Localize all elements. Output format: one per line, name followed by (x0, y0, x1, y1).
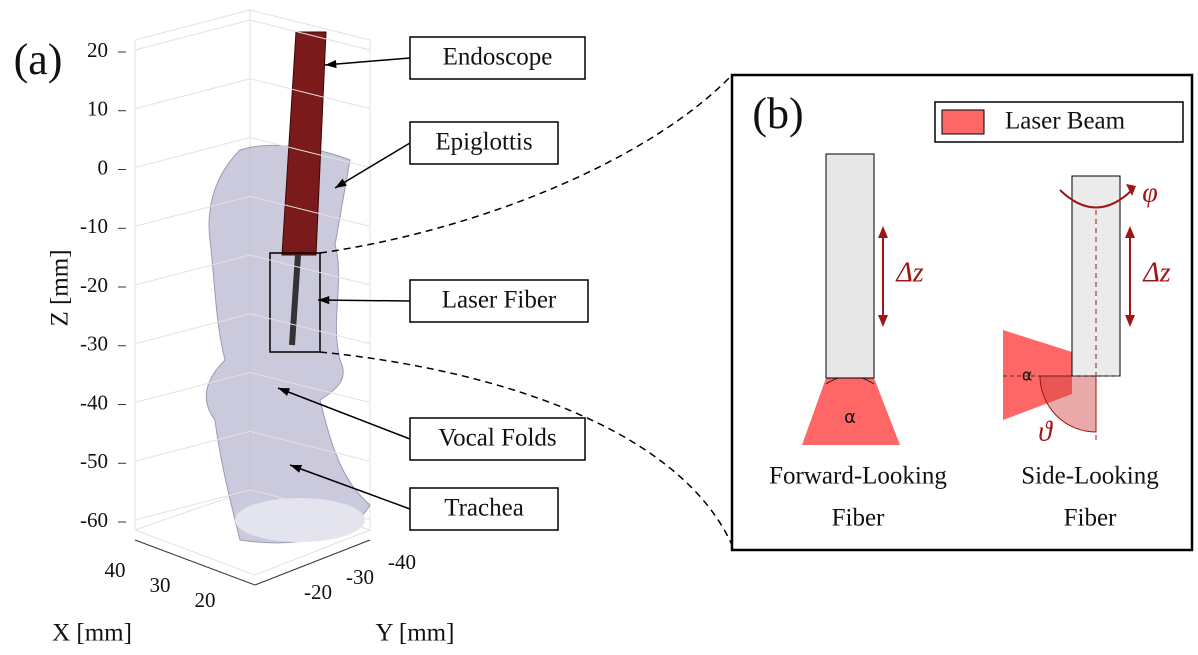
x-tick-label: 30 (150, 573, 171, 597)
z-axis-label: Z [mm] (47, 249, 74, 326)
caption: Fiber (832, 505, 885, 532)
annotation-label: Laser Fiber (442, 287, 557, 314)
rotation-label: φ (1142, 177, 1158, 208)
z-tick-label: -40 (80, 390, 108, 414)
shift-label: Δz (895, 257, 923, 288)
panel-label: (a) (14, 35, 63, 84)
caption: Forward-Looking (769, 463, 947, 490)
y-tick-label: -20 (304, 580, 332, 604)
z-tick-label: -10 (80, 214, 108, 238)
annotation-label: Epiglottis (435, 129, 532, 156)
annotation-label: Vocal Folds (438, 425, 556, 452)
trachea-opening (235, 498, 365, 542)
shift-label: Δz (1142, 257, 1170, 288)
z-tick-label: 20 (87, 38, 108, 62)
y-tick-label: -40 (388, 550, 416, 574)
figure: 20 10 0 -10 -20 -30 -40 -50 -60 40 30 20 -20 -30 -40 (… (0, 0, 1198, 655)
panel-label: (b) (752, 89, 803, 138)
x-tick-label: 40 (105, 558, 126, 582)
angle-label: α (844, 407, 856, 428)
grid-line (135, 79, 250, 109)
z-tick-label: -30 (80, 332, 108, 356)
legend-label: Laser Beam (1005, 108, 1126, 135)
legend-swatch (942, 110, 984, 134)
caption: Fiber (1064, 505, 1117, 532)
annotation-arrow (325, 58, 410, 65)
tilt-label: ϑ (1038, 416, 1053, 447)
x-axis-label: X [mm] (52, 620, 132, 647)
z-tick-label: -60 (80, 508, 108, 532)
annotation-label: Endoscope (443, 44, 553, 71)
z-tick-label: -20 (80, 273, 108, 297)
y-axis-label: Y [mm] (376, 620, 455, 647)
y-tick-label: -30 (346, 565, 374, 589)
z-tick-label: 10 (87, 97, 108, 121)
x-tick-label: 20 (195, 588, 216, 612)
caption: Side-Looking (1021, 463, 1159, 490)
annotation-arrow (318, 300, 410, 301)
arrowhead (325, 60, 337, 68)
annotation-label: Trachea (444, 495, 524, 522)
z-tick-label: 0 (98, 155, 109, 179)
angle-label: α (1022, 366, 1033, 385)
z-tick-label: -50 (80, 449, 108, 473)
fiber (826, 154, 874, 378)
